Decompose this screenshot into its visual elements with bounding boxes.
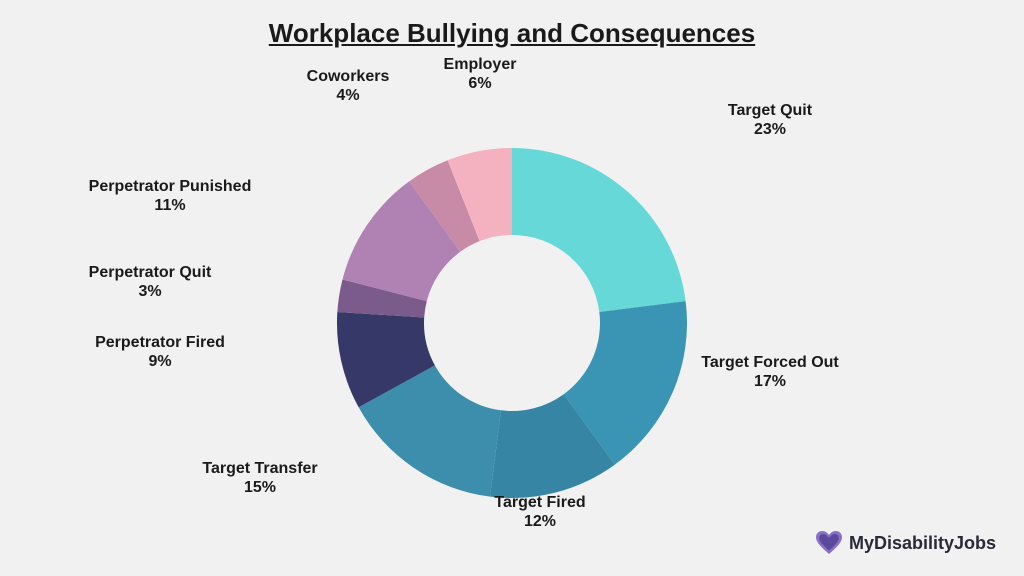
slice-label: Target Fired12% <box>494 493 585 531</box>
slice-label-text: Target Forced Out <box>701 354 839 371</box>
slice-label-pct: 6% <box>444 74 517 93</box>
slice-label-pct: 15% <box>202 478 317 497</box>
slice-label: Perpetrator Fired9% <box>95 333 225 371</box>
slice-label-text: Target Fired <box>494 494 585 511</box>
brand-logo: MyDisabilityJobs <box>815 530 996 556</box>
donut-chart-wrap <box>337 148 687 498</box>
slice-label-text: Perpetrator Quit <box>89 264 212 281</box>
slice-label-pct: 11% <box>89 196 252 215</box>
slice-label-pct: 12% <box>494 512 585 531</box>
slice-label: Target Quit23% <box>728 101 812 139</box>
chart-title: Workplace Bullying and Consequences <box>0 18 1024 49</box>
slice-label-text: Employer <box>444 56 517 73</box>
slice-label-text: Perpetrator Fired <box>95 334 225 351</box>
slice-label-text: Perpetrator Punished <box>89 178 252 195</box>
slice-label-pct: 4% <box>307 86 390 105</box>
donut-chart <box>337 148 687 498</box>
slice-label-pct: 9% <box>95 352 225 371</box>
heart-icon <box>815 530 843 556</box>
slice-label: Employer6% <box>444 55 517 93</box>
slice-label-text: Target Quit <box>728 102 812 119</box>
slice-label: Perpetrator Punished11% <box>89 177 252 215</box>
slice-label: Target Transfer15% <box>202 459 317 497</box>
slice-label-pct: 23% <box>728 120 812 139</box>
slice-label-text: Coworkers <box>307 68 390 85</box>
donut-slice <box>512 148 686 312</box>
slice-label-pct: 3% <box>89 282 212 301</box>
slice-label: Target Forced Out17% <box>701 353 839 391</box>
slice-label: Perpetrator Quit3% <box>89 263 212 301</box>
slice-label-pct: 17% <box>701 372 839 391</box>
brand-logo-text: MyDisabilityJobs <box>849 533 996 554</box>
slice-label-text: Target Transfer <box>202 460 317 477</box>
slice-label: Coworkers4% <box>307 67 390 105</box>
